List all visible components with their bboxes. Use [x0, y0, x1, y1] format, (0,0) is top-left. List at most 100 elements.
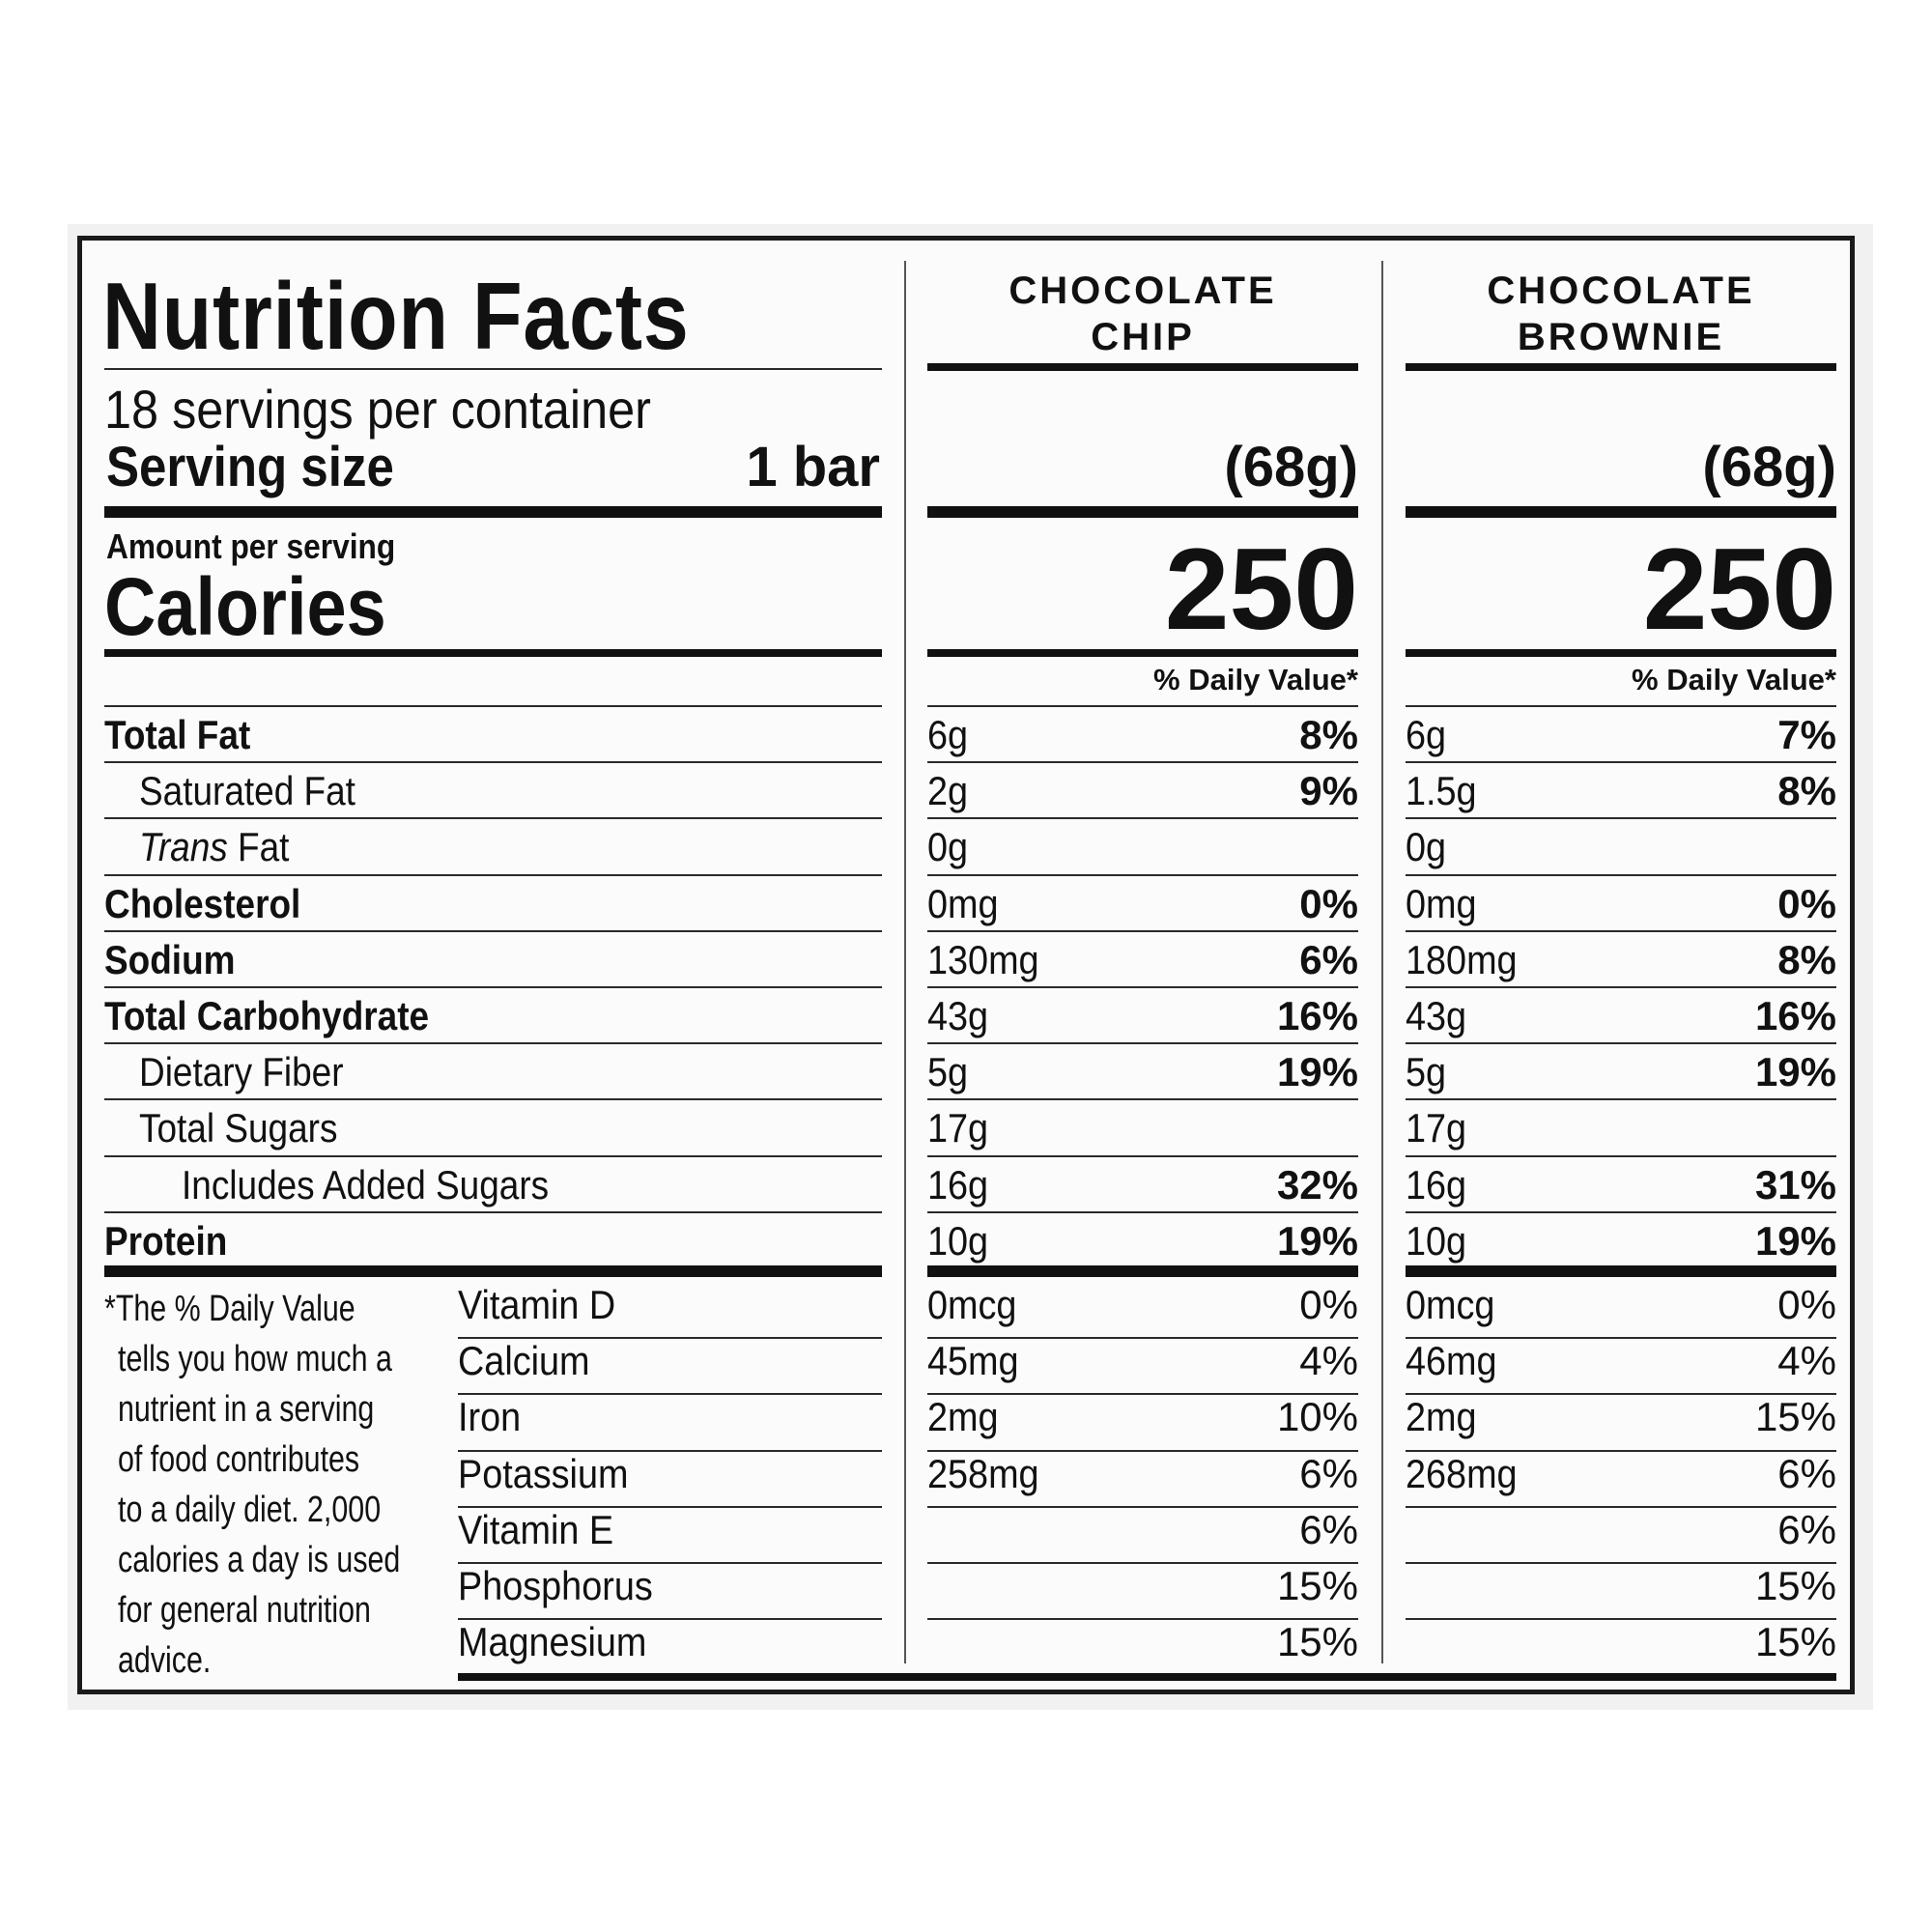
product-1-vitamin-divider: [927, 1618, 1358, 1621]
nutrient-amount: 17g: [1406, 1105, 1467, 1151]
nutrient-label: Total Fat: [104, 712, 251, 757]
vitamin-amount: 0mcg: [927, 1282, 1017, 1327]
vitamin-daily-value: 15%: [1276, 1563, 1358, 1608]
vitamin-divider: [458, 1505, 882, 1508]
product-2-name-line2: BROWNIE: [1517, 316, 1725, 358]
product-2-nutrient-divider: [1406, 1098, 1836, 1101]
nutrient-daily-value: 32%: [1276, 1161, 1358, 1208]
nutrient-amount: 10g: [1406, 1217, 1467, 1264]
nutrient-label: Total Carbohydrate: [104, 993, 430, 1038]
nutrient-label: Saturated Fat: [139, 768, 355, 814]
nutrient-divider: [104, 1098, 882, 1101]
product-2-nutrient-divider: [1406, 1042, 1836, 1045]
title-divider: [104, 368, 882, 370]
nutrient-divider: [104, 1154, 882, 1157]
vitamin-daily-value: 10%: [1276, 1394, 1358, 1440]
calories-label: Calories: [104, 561, 386, 652]
nutrient-divider: [104, 873, 882, 876]
nutrient-daily-value: 0%: [1299, 880, 1358, 926]
nutrient-daily-value: 8%: [1299, 712, 1358, 757]
product-2-nutrient-divider: [1406, 1210, 1836, 1213]
product-1-protein-divider: [927, 1265, 1358, 1277]
vitamin-divider: [458, 1393, 882, 1396]
product-1-serving-weight: (68g): [1224, 436, 1358, 498]
nutrient-daily-value: 31%: [1754, 1161, 1836, 1208]
product-1-vitamin-divider: [927, 1337, 1358, 1340]
product-2-vitamin-divider: [1406, 1449, 1836, 1452]
product-1-daily-value-header: % Daily Value*: [1153, 663, 1358, 696]
nutrient-amount: 43g: [1406, 993, 1467, 1038]
vitamin-daily-value: 4%: [1299, 1338, 1358, 1384]
nutrient-divider: [104, 817, 882, 820]
footnote-line: *The % Daily Value: [104, 1289, 355, 1329]
nutrient-label: Protein: [104, 1217, 228, 1264]
product-1-calories-divider: [927, 649, 1358, 657]
product-1-serving-divider: [927, 506, 1358, 518]
product-2-vitamin-divider: [1406, 1337, 1836, 1340]
vitamin-label: Iron: [458, 1394, 522, 1440]
product-2-vitamin-divider: [1406, 1505, 1836, 1508]
product-1-nutrient-divider: [927, 817, 1358, 820]
footnote-line: for general nutrition: [118, 1590, 371, 1631]
product-2-nutrient-divider: [1406, 986, 1836, 988]
nutrient-amount: 130mg: [927, 936, 1039, 982]
product-2-nutrient-divider: [1406, 817, 1836, 820]
nutrient-amount: 180mg: [1406, 936, 1518, 982]
vitamin-label: Potassium: [458, 1450, 629, 1496]
product-1-vitamin-divider: [927, 1562, 1358, 1564]
nutrient-amount: 10g: [927, 1217, 989, 1264]
nutrient-label: Trans Fat: [139, 827, 289, 867]
footnote-line: calories a day is used: [118, 1540, 401, 1580]
vitamin-divider: [458, 1618, 882, 1621]
vitamin-daily-value: 6%: [1777, 1506, 1836, 1552]
title: Nutrition Facts: [102, 263, 690, 369]
vitamin-daily-value: 15%: [1276, 1619, 1358, 1665]
product-1-vitamin-divider: [927, 1449, 1358, 1452]
nutrient-divider: [104, 1210, 882, 1213]
product-2-vitamin-divider: [1406, 1618, 1836, 1621]
footnote-line: tells you how much a: [118, 1339, 392, 1379]
nutrient-divider: [104, 929, 882, 932]
vitamin-daily-value: 0%: [1777, 1282, 1836, 1327]
nutrient-divider: [104, 761, 882, 764]
nutrient-daily-value: 6%: [1299, 936, 1358, 982]
product-1-nutrient-divider: [927, 1210, 1358, 1213]
nutrient-amount: 2g: [927, 768, 969, 814]
product-1-nutrient-divider: [927, 986, 1358, 988]
vitamin-amount: 45mg: [927, 1338, 1019, 1384]
product-2-nutrient-divider: [1406, 761, 1836, 764]
product-1-calories: 250: [1164, 525, 1358, 654]
nutrient-amount: 5g: [1406, 1049, 1447, 1095]
nutrient-amount: 5g: [927, 1049, 969, 1095]
vitamin-amount: 268mg: [1406, 1450, 1518, 1496]
vitamin-daily-value: 4%: [1777, 1338, 1836, 1384]
product-1-vitamin-divider: [927, 1505, 1358, 1508]
nutrient-label: Total Sugars: [139, 1105, 338, 1151]
product-1-nutrient-divider: [927, 761, 1358, 764]
nutrient-label-suffix: Fat: [227, 824, 290, 870]
vitamin-daily-value: 6%: [1299, 1450, 1358, 1496]
vitamin-divider: [458, 1449, 882, 1452]
vitamin-divider: [458, 1562, 882, 1564]
nutrient-amount: 43g: [927, 993, 989, 1038]
product-2-calories: 250: [1642, 525, 1836, 654]
product-2-daily-value-header: % Daily Value*: [1632, 663, 1836, 696]
product-1-name-line2: CHIP: [1091, 316, 1195, 358]
vitamin-label: Phosphorus: [458, 1563, 653, 1608]
product-2-vitamin-divider: [1406, 1562, 1836, 1564]
nutrient-amount: 16g: [927, 1161, 989, 1208]
nutrient-label: Cholesterol: [104, 880, 301, 926]
nutrient-daily-value: 19%: [1754, 1049, 1836, 1095]
nutrient-divider: [104, 1042, 882, 1045]
product-1-name-line1: CHOCOLATE: [1009, 270, 1277, 312]
vitamin-divider: [458, 1337, 882, 1340]
product-2-name-line1: CHOCOLATE: [1487, 270, 1755, 312]
product-2-calories-divider: [1406, 649, 1836, 657]
product-1-nutrient-divider: [927, 1098, 1358, 1101]
vitamin-label: Calcium: [458, 1338, 590, 1384]
footnote-line: of food contributes: [118, 1439, 360, 1480]
vitamin-label: Magnesium: [458, 1619, 647, 1665]
nutrient-daily-value: 16%: [1754, 993, 1836, 1038]
nutrient-amount: 6g: [1406, 712, 1447, 757]
product-2-protein-divider: [1406, 1265, 1836, 1277]
